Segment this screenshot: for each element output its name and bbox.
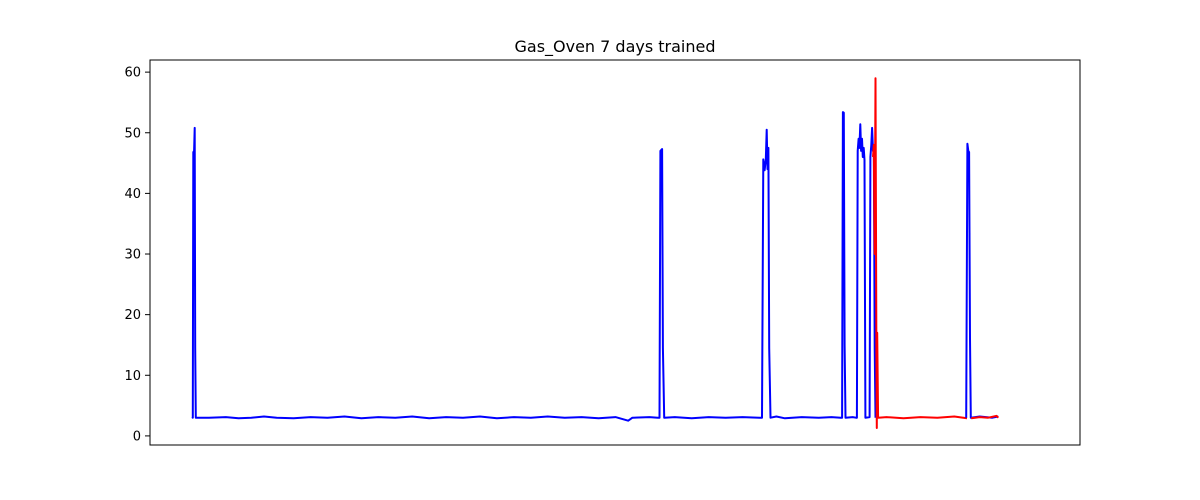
plot-frame <box>149 59 1081 446</box>
y-tick-label: 40 <box>124 187 141 202</box>
plot-background <box>150 60 1080 445</box>
y-tick-label: 60 <box>124 66 141 81</box>
series-line-1 <box>872 77 968 429</box>
y-tick-label: 10 <box>124 369 141 384</box>
chart-title: Gas_Oven 7 days trained <box>514 37 715 57</box>
y-tick-label: 50 <box>124 126 141 141</box>
y-tick-label: 30 <box>124 248 141 263</box>
series-layer <box>191 77 1000 429</box>
y-tick-label: 0 <box>133 429 141 444</box>
series-line-0 <box>191 111 877 422</box>
series-line-3 <box>971 414 1000 420</box>
y-axis: 0 10 20 30 40 50 60 <box>124 66 150 444</box>
y-tick-label: 20 <box>124 308 141 323</box>
